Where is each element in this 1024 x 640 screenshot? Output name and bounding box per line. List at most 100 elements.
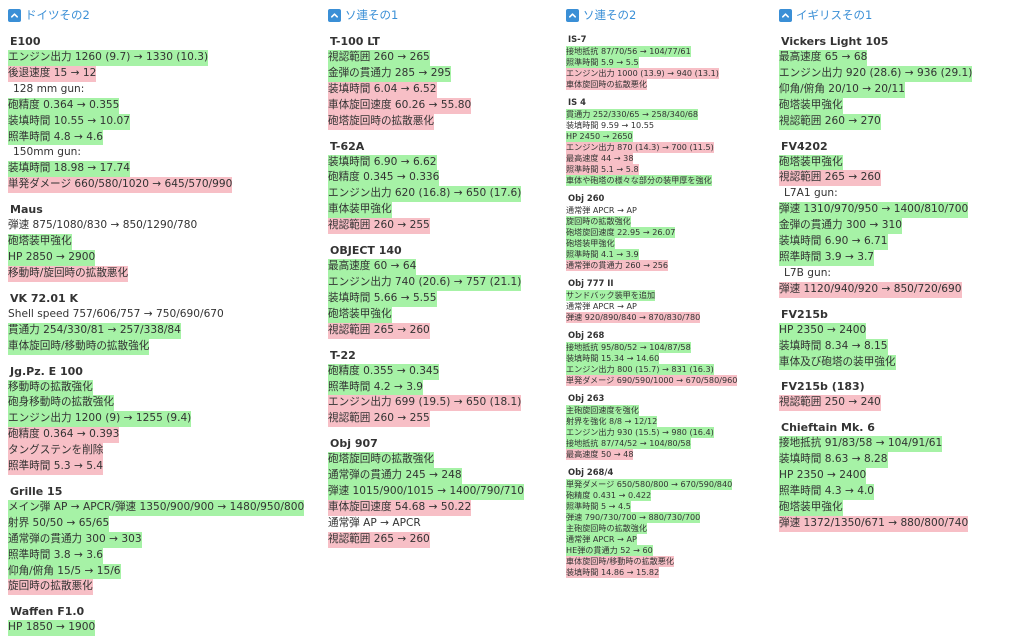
change-line: エンジン出力 800 (15.7) → 831 (16.3) [566, 364, 771, 375]
change-text: 弾速 1310/970/950 → 1400/810/700 [779, 202, 969, 219]
change-line: エンジン出力 620 (16.8) → 650 (17.6) [328, 186, 553, 203]
collapse-chevron-up-icon[interactable] [566, 8, 579, 22]
change-line: 最高速度 60 → 64 [328, 259, 553, 275]
change-text: 視認範囲 265 → 260 [328, 322, 430, 339]
change-text: 砲精度 0.431 → 0.422 [566, 490, 652, 501]
change-text: 装填時間 18.98 → 17.74 [8, 161, 131, 178]
change-text: 装填時間 15.34 → 14.60 [566, 353, 660, 364]
collapse-chevron-up-icon[interactable] [8, 8, 21, 22]
change-text: Shell speed 757/606/757 → 750/690/670 [8, 307, 224, 320]
tank-name: Obj 263 [568, 393, 605, 403]
tank-block: Chieftain Mk. 6 接地抵抗 91/83/58 → 104/91/61… [779, 420, 1019, 532]
change-line: 照準時間 4.2 → 3.9 [328, 379, 553, 396]
change-line: 接地抵抗 87/70/56 → 104/77/61 [566, 46, 771, 57]
change-line: 射界を強化 8/8 → 12/12 [566, 416, 771, 427]
change-text: エンジン出力 1200 (9) → 1255 (9.4) [8, 411, 192, 428]
change-line: 車体や砲塔の様々な部分の装甲厚を強化 [566, 175, 771, 186]
change-line: エンジン出力 699 (19.5) → 650 (18.1) [328, 395, 553, 412]
change-text: 照準時間 3.8 → 3.6 [8, 547, 104, 564]
tank-name: FV4202 [781, 139, 828, 153]
tank-block: Waffen F1.0 HP 1850 → 1900 [8, 604, 313, 637]
tank-block: IS-7 接地抵抗 87/70/56 → 104/77/61 照準時間 5.9 → … [566, 34, 771, 90]
tank-block: Obj 268 接地抵抗 95/80/52 → 104/87/58 装填時間 15.… [566, 330, 771, 386]
change-line: 砲塔旋回速度 22.95 → 26.07 [566, 227, 771, 238]
change-text: 装填時間 6.90 → 6.71 [779, 234, 888, 250]
collapse-chevron-up-icon[interactable] [779, 8, 792, 22]
change-text: 装填時間 10.55 → 10.07 [8, 113, 131, 130]
change-line: 照準時間 5.3 → 5.4 [8, 459, 313, 475]
change-line: 通常弾の貫通力 300 → 303 [8, 531, 313, 548]
change-text: 砲塔装甲強化 [779, 499, 843, 516]
change-text: 弾速 875/1080/830 → 850/1290/780 [8, 219, 198, 232]
section-title[interactable]: ソ連その1 [345, 8, 399, 22]
change-text: 装填時間 8.34 → 8.15 [779, 338, 888, 355]
change-line: 装填時間 15.34 → 14.60 [566, 353, 771, 364]
change-text: 砲塔装甲強化 [328, 306, 392, 323]
change-text: 通常弾の貫通力 300 → 303 [8, 531, 142, 548]
change-line: 照準時間 5.1 → 5.8 [566, 164, 771, 175]
change-text: 照準時間 4.3 → 4.0 [779, 484, 875, 500]
tank-name: Grille 15 [10, 484, 63, 498]
tank-name: Obj 907 [330, 437, 378, 451]
change-text: 接地抵抗 91/83/58 → 104/91/61 [779, 436, 943, 453]
column-ussr-2: ソ連その2 IS-7 接地抵抗 87/70/56 → 104/77/61 照準時間 5… [566, 6, 771, 585]
tank-name: E100 [10, 35, 41, 48]
change-line: 砲精度 0.355 → 0.345 [328, 363, 553, 380]
change-text: 照準時間 5.9 → 5.5 [566, 57, 639, 68]
change-text: 装填時間 8.63 → 8.28 [779, 452, 888, 469]
change-line: エンジン出力 1000 (13.9) → 940 (13.1) [566, 68, 771, 79]
change-line: エンジン出力 1260 (9.7) → 1330 (10.3) [8, 50, 313, 66]
tank-block: FV215b (183) 視認範囲 250 → 240 [779, 379, 1019, 412]
change-text: 砲精度 0.345 → 0.336 [328, 170, 440, 187]
change-text: 装填時間 9.59 → 10.55 [566, 120, 655, 130]
change-text: HP 2850 → 2900 [8, 249, 96, 266]
change-line: 貫通力 252/330/65 → 258/340/68 [566, 109, 771, 120]
change-line: 射界 50/50 → 65/65 [8, 515, 313, 532]
change-line: 弾速 1015/900/1015 → 1400/790/710 [328, 484, 553, 500]
change-line: 砲塔旋回時の拡散強化 [328, 452, 553, 469]
section-header[interactable]: イギリスその1 [779, 6, 1019, 24]
change-line: 視認範囲 260 → 265 [328, 50, 553, 66]
change-line: 砲精度 0.431 → 0.422 [566, 490, 771, 501]
section-header[interactable]: ドイツその2 [8, 6, 313, 24]
change-text: 照準時間 4.1 → 3.9 [566, 249, 639, 260]
change-text: 装填時間 6.90 → 6.62 [328, 154, 437, 171]
collapse-chevron-up-icon[interactable] [328, 8, 341, 22]
change-text: HP 2350 → 2400 [779, 468, 867, 485]
section-title[interactable]: ドイツその2 [25, 8, 90, 22]
change-line: 弾速 920/890/840 → 870/830/780 [566, 312, 771, 323]
change-text: 照準時間 5.1 → 5.8 [566, 164, 639, 175]
change-text: 128 mm gun: [13, 82, 85, 95]
change-line: 通常弾の貫通力 245 → 248 [328, 468, 553, 485]
change-line: 最高速度 65 → 68 [779, 50, 1019, 66]
section-title[interactable]: イギリスその1 [796, 8, 873, 22]
change-line: 後退速度 15 → 12 [8, 65, 313, 82]
change-line: 装填時間 18.98 → 17.74 [8, 161, 313, 178]
section-header[interactable]: ソ連その2 [566, 6, 771, 24]
section-header[interactable]: ソ連その1 [328, 6, 553, 24]
change-text: エンジン出力 800 (15.7) → 831 (16.3) [566, 364, 714, 375]
change-line: 車体旋回時/移動時の拡散強化 [8, 338, 313, 355]
section-title[interactable]: ソ連その2 [583, 8, 637, 22]
change-text: 金弾の貫通力 300 → 310 [779, 218, 902, 235]
change-text: 視認範囲 265 → 260 [779, 170, 881, 187]
change-text: 接地抵抗 87/70/56 → 104/77/61 [566, 46, 691, 57]
change-line: 砲塔装甲強化 [779, 97, 1019, 114]
change-text: タングステンを削除 [8, 443, 104, 460]
change-line: 接地抵抗 91/83/58 → 104/91/61 [779, 436, 1019, 453]
change-text: 最高速度 65 → 68 [779, 50, 868, 66]
change-line: L7A1 gun: [779, 186, 1019, 202]
change-line: 車体旋回速度 60.26 → 55.80 [328, 97, 553, 114]
change-line: エンジン出力 870 (14.3) → 700 (11.5) [566, 142, 771, 153]
change-text: 単発ダメージ 690/590/1000 → 670/580/960 [566, 375, 738, 386]
change-text: エンジン出力 1000 (13.9) → 940 (13.1) [566, 68, 719, 79]
change-text: エンジン出力 930 (15.5) → 980 (16.4) [566, 427, 714, 438]
change-text: 弾速 1015/900/1015 → 1400/790/710 [328, 484, 524, 500]
change-text: 視認範囲 260 → 270 [779, 113, 881, 130]
tank-name: Obj 268/4 [568, 467, 614, 477]
change-line: HP 1850 → 1900 [8, 620, 313, 637]
tank-name: OBJECT 140 [330, 244, 402, 258]
change-text: 照準時間 3.9 → 3.7 [779, 249, 875, 266]
tank-block: Grille 15 メイン弾 AP → APCR/弾速 1350/900/900 … [8, 484, 313, 596]
change-text: 砲塔装甲強化 [566, 238, 615, 249]
